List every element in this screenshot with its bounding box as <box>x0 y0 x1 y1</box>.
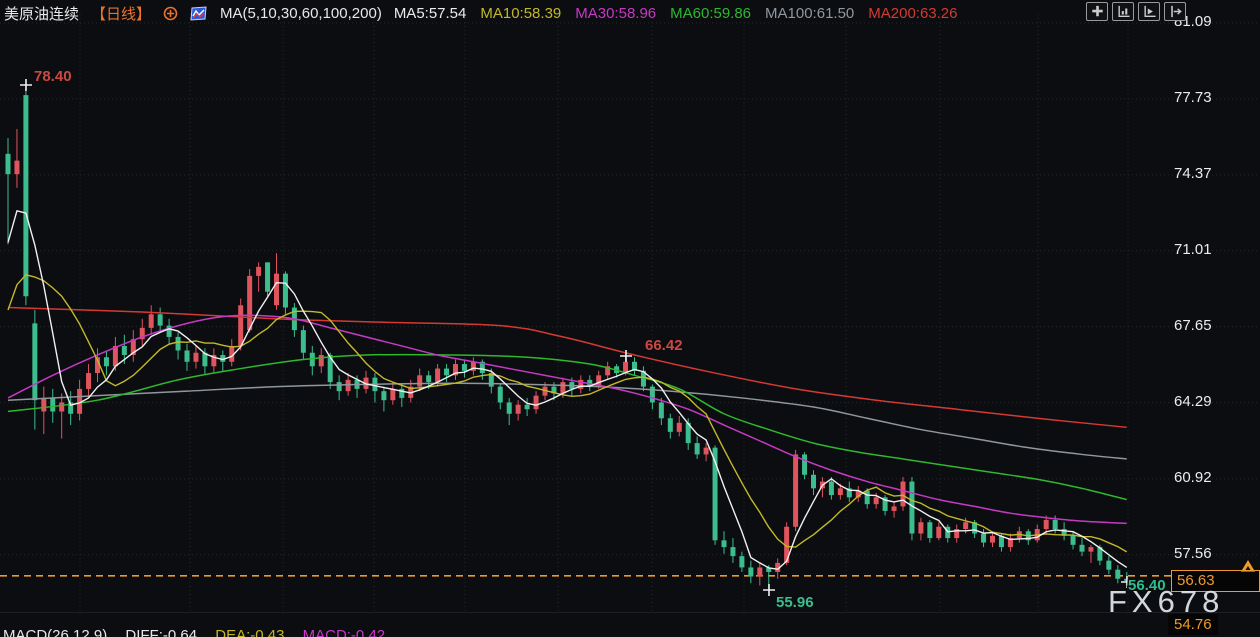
ma-line-ma5 <box>7 209 1128 570</box>
axis-price-label: 74.37 <box>1174 164 1212 182</box>
axis-price-label: 71.01 <box>1174 240 1212 258</box>
symbol-title: 美原油连续 <box>4 6 80 23</box>
macd-dea-value: DEA:-0.43 <box>215 627 285 637</box>
axis-price-label: 60.92 <box>1174 468 1212 486</box>
ma-value-label: MA200:63.26 <box>868 5 958 22</box>
period-label[interactable]: 【日线】 <box>91 6 152 23</box>
ma-line-ma30 <box>7 314 1127 525</box>
pane-shift-right-icon[interactable] <box>1164 2 1186 21</box>
ma-value-label: MA100:61.50 <box>765 5 855 22</box>
chart-type-icon[interactable] <box>190 6 208 21</box>
alert-arrow-icon <box>1240 559 1256 577</box>
move-crosshair-icon[interactable] <box>1086 2 1108 21</box>
macd-settings-label: MACD(26,12,9) <box>3 627 108 637</box>
ma-settings-label: MA(5,10,30,60,100,200) <box>220 5 382 22</box>
annotations-layer: 78.40 66.42 55.96 56.40 <box>20 67 1167 613</box>
axis-price-label: 57.56 <box>1174 544 1212 562</box>
lower-price-label: 54.76 <box>1168 614 1218 636</box>
price-cross-marker <box>763 584 775 596</box>
macd-status-bar: MACD(26,12,9) DIFF:-0.64 DEA:-0.43 MACD:… <box>3 627 399 637</box>
price-annotation: 56.40 <box>1128 577 1166 594</box>
price-annotation: 78.40 <box>34 68 72 85</box>
ma-values-group: MA5:57.54 MA10:58.39 MA30:58.96 MA60:59.86 M… <box>394 5 958 22</box>
candles-layer <box>5 83 1130 591</box>
chart-header: 美原油连续 【日线】 MA(5,10,30,60,100,200) MA5:57… <box>4 3 958 24</box>
pane-axis-left-icon[interactable] <box>1112 2 1134 21</box>
pane-axis-right-icon[interactable] <box>1138 2 1160 21</box>
add-compare-icon[interactable] <box>163 6 178 21</box>
ma-value-label: MA10:58.39 <box>480 5 562 22</box>
price-annotation: 55.96 <box>776 594 814 611</box>
alert-price-label[interactable]: 56.63 <box>1171 569 1260 592</box>
axis-price-label: 67.65 <box>1174 316 1212 334</box>
watermark: FX678 <box>1108 584 1225 619</box>
price-cross-marker <box>20 79 32 91</box>
macd-macd-value: MACD:-0.42 <box>302 627 386 637</box>
axis-price-label: 64.29 <box>1174 392 1212 410</box>
grid-layer <box>0 14 1260 613</box>
price-cross-marker <box>1121 576 1133 588</box>
price-annotation: 66.42 <box>645 337 683 354</box>
chart-toolbar <box>1086 2 1186 21</box>
ma-line-ma10 <box>7 273 1128 553</box>
ma-line-ma100 <box>7 382 1127 460</box>
axis-price-label: 77.73 <box>1174 88 1212 106</box>
ma-value-label: MA30:58.96 <box>575 5 657 22</box>
ma-line-ma200 <box>7 306 1127 429</box>
ma-lines-layer <box>7 209 1128 570</box>
ma-value-label: MA5:57.54 <box>393 5 467 22</box>
ma-line-ma60 <box>7 353 1127 501</box>
ma-value-label: MA60:59.86 <box>670 5 752 22</box>
price-cross-marker <box>620 350 632 362</box>
macd-diff-value: DIFF:-0.64 <box>125 627 198 637</box>
